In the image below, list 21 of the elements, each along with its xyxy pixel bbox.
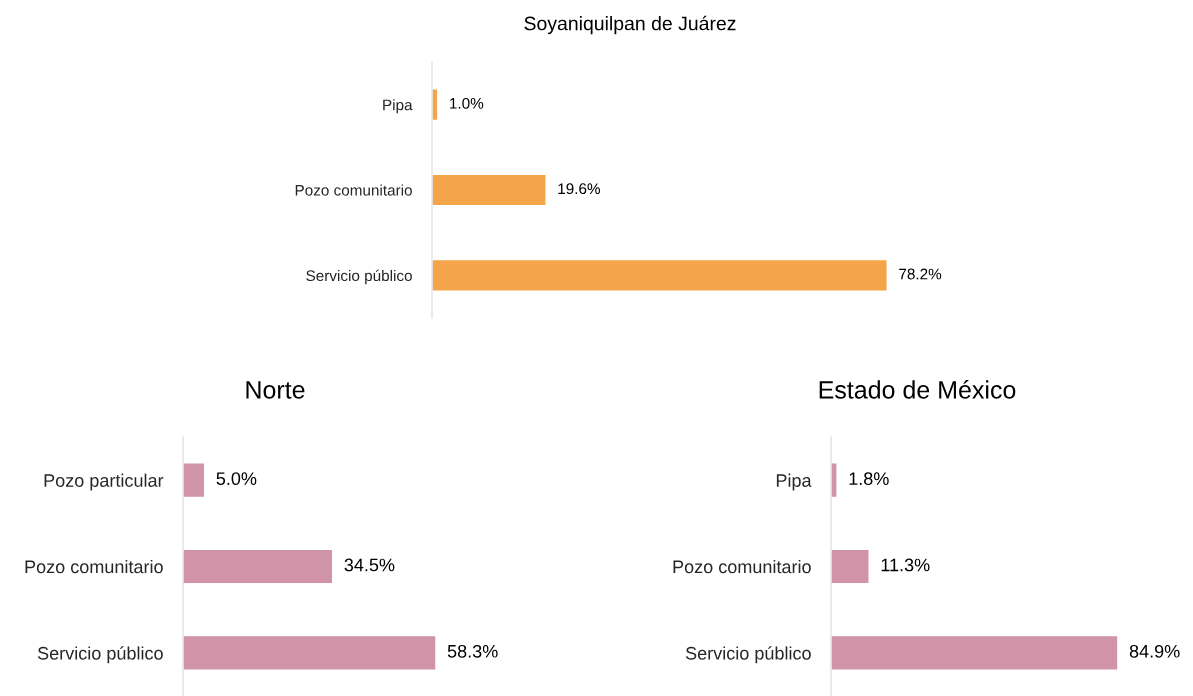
data-label: 19.6% [558, 183, 600, 195]
y-tick-label: Pipa [383, 99, 413, 114]
data-label: 11.3% [881, 558, 930, 572]
data-label: 58.3% [447, 644, 498, 658]
y-tick-label: Pipa [776, 473, 812, 491]
data-label: 5.0% [216, 472, 257, 486]
y-tick-label: Servicio público [37, 646, 163, 664]
data-label: 34.5% [344, 558, 395, 572]
y-tick-label: Pozo comunitario [673, 559, 811, 574]
chart-title: Soyaniquilpan de Juárez [524, 15, 736, 35]
data-label: 84.9% [1129, 644, 1180, 658]
y-tick-label: Pozo comunitario [295, 184, 412, 196]
y-tick-label: Pozo comunitario [25, 559, 163, 574]
y-tick-label: Servicio público [306, 269, 412, 285]
data-label: 1.8% [849, 472, 889, 486]
y-tick-label: Pozo particular [44, 473, 164, 491]
chart-title: Estado de México [819, 380, 1016, 399]
y-tick-label: Servicio público [685, 646, 811, 664]
chart-title: Norte [246, 381, 305, 399]
data-label: 78.2% [899, 268, 942, 280]
data-label: 1.0% [450, 97, 484, 109]
